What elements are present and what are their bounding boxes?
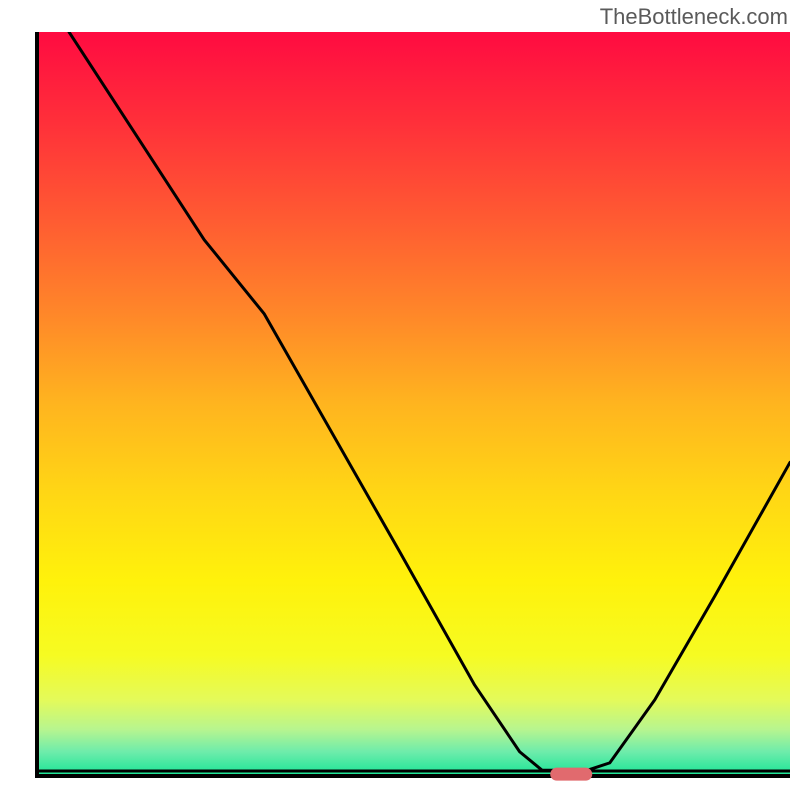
chart-container: TheBottleneck.com (0, 0, 800, 800)
plot-area (35, 32, 790, 778)
chart-svg (39, 32, 790, 774)
optimal-marker (551, 768, 593, 781)
watermark-text: TheBottleneck.com (600, 4, 788, 30)
curve-path (69, 32, 790, 770)
